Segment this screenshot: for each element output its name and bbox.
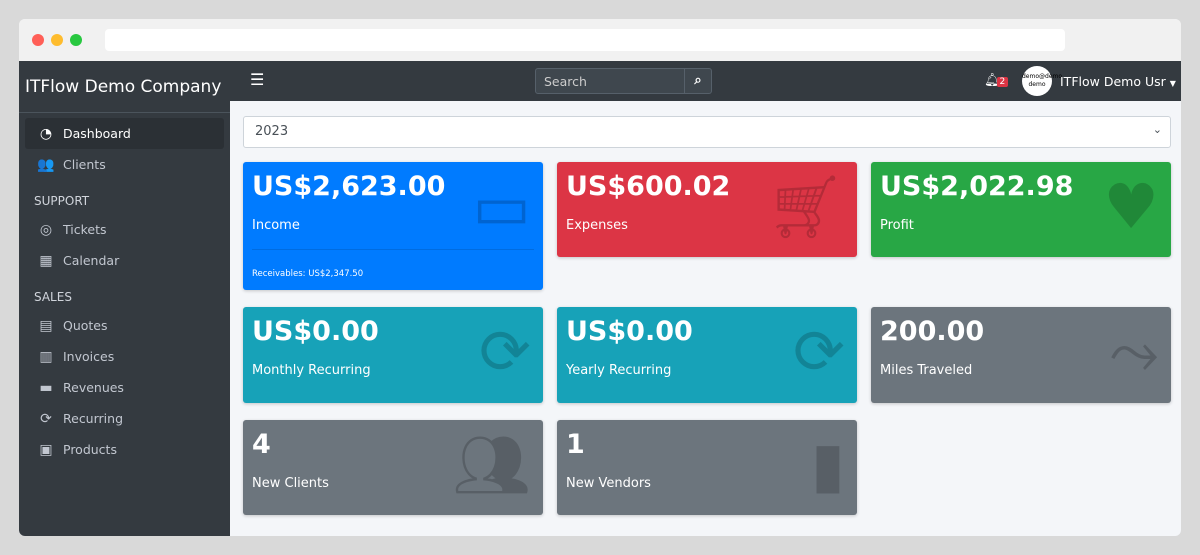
- sidebar: ITFlow Demo Company ◔ Dashboard 👥 Clients …: [19, 61, 230, 536]
- sidebar-item-dashboard[interactable]: ◔ Dashboard: [25, 118, 224, 149]
- card-label: Expenses: [566, 218, 628, 233]
- dashboard-content: 2023 ⌄ ▭ US$2,623.00 Income Receivables: U…: [230, 101, 1181, 536]
- hamburger-menu-icon[interactable]: ☰: [250, 70, 265, 89]
- invoice-icon: ▥: [39, 348, 53, 365]
- route-icon: ⤳: [1109, 315, 1159, 388]
- label: Revenues: [63, 380, 124, 395]
- credit-card-icon: ▭: [472, 170, 531, 243]
- label: Calendar: [63, 253, 120, 268]
- profit-card[interactable]: ♥ US$2,022.98 Profit: [871, 162, 1171, 257]
- browser-window: ITFlow Demo Company ◔ Dashboard 👥 Clients …: [19, 19, 1181, 536]
- new-clients-card[interactable]: 👥︎ 4 New Clients: [243, 420, 543, 515]
- card-label: Monthly Recurring: [252, 363, 371, 378]
- label: Products: [63, 442, 117, 457]
- credit-card-icon: ▬: [39, 379, 53, 396]
- support-header: SUPPORT: [34, 194, 90, 208]
- new-vendors-card[interactable]: ▮ 1 New Vendors: [557, 420, 857, 515]
- card-value: US$2,623.00: [252, 171, 446, 202]
- minimize-dot[interactable]: [51, 34, 63, 46]
- sidebar-item-invoices[interactable]: ▥ Invoices: [25, 341, 224, 372]
- label: Quotes: [63, 318, 108, 333]
- caret-down-icon: ▼: [1169, 79, 1176, 88]
- income-card[interactable]: ▭ US$2,623.00 Income Receivables: US$2,34…: [243, 162, 543, 290]
- sidebar-item-recurring[interactable]: ⟳ Recurring: [25, 403, 224, 434]
- sync-icon: ⟳: [793, 315, 845, 388]
- label: Recurring: [63, 411, 123, 426]
- label: Invoices: [63, 349, 115, 364]
- search-box[interactable]: Search ⌕: [535, 68, 712, 94]
- card-value: US$2,022.98: [880, 171, 1074, 202]
- notification-badge: 2: [996, 77, 1009, 87]
- calendar-icon: ▦: [39, 252, 53, 269]
- chevron-down-icon: ⌄: [1152, 123, 1162, 136]
- brand[interactable]: ITFlow Demo Company: [19, 61, 230, 113]
- user-menu[interactable]: ITFlow Demo Usr ▼: [1060, 74, 1176, 89]
- bell-icon[interactable]: 🔔︎2: [984, 73, 1009, 88]
- card-label: New Clients: [252, 476, 329, 491]
- card-value: 200.00: [880, 316, 985, 347]
- sidebar-item-clients[interactable]: 👥 Clients: [25, 149, 224, 180]
- card-value: US$0.00: [252, 316, 379, 347]
- card-label: Profit: [880, 218, 914, 233]
- close-dot[interactable]: [32, 34, 44, 46]
- expenses-card[interactable]: 🛒︎ US$600.02 Expenses: [557, 162, 857, 257]
- label: Tickets: [63, 222, 107, 237]
- sales-header: SALES: [34, 290, 72, 304]
- sidebar-item-tickets[interactable]: ◎ Tickets: [25, 214, 224, 245]
- card-value: 1: [566, 429, 585, 460]
- file-icon: ▤: [39, 317, 53, 334]
- browser-chrome: [19, 19, 1181, 61]
- card-value: 4: [252, 429, 271, 460]
- year-value: 2023: [255, 124, 289, 139]
- heart-icon: ♥: [1103, 170, 1159, 243]
- label: Dashboard: [63, 126, 131, 141]
- sidebar-item-quotes[interactable]: ▤ Quotes: [25, 310, 224, 341]
- users-icon: 👥︎: [452, 428, 531, 501]
- search-icon[interactable]: ⌕: [684, 69, 711, 93]
- card-label: Miles Traveled: [880, 363, 973, 378]
- yearly-recurring-card[interactable]: ⟳ US$0.00 Yearly Recurring: [557, 307, 857, 403]
- sidebar-item-calendar[interactable]: ▦ Calendar: [25, 245, 224, 276]
- card-value: US$0.00: [566, 316, 693, 347]
- life-ring-icon: ◎: [39, 221, 53, 238]
- sync-icon: ⟳: [479, 315, 531, 388]
- search-input[interactable]: Search: [544, 74, 587, 89]
- card-value: US$600.02: [566, 171, 731, 202]
- sidebar-item-products[interactable]: ▣ Products: [25, 434, 224, 465]
- top-navbar: ☰ Search ⌕ 🔔︎2 demo@demo demo ITFlow Dem…: [230, 61, 1181, 101]
- shopping-cart-icon: 🛒︎: [766, 170, 845, 243]
- miles-traveled-card[interactable]: ⤳ 200.00 Miles Traveled: [871, 307, 1171, 403]
- tachometer-icon: ◔: [39, 125, 53, 142]
- year-select[interactable]: 2023 ⌄: [243, 116, 1171, 148]
- monthly-recurring-card[interactable]: ⟳ US$0.00 Monthly Recurring: [243, 307, 543, 403]
- building-icon: ▮: [810, 428, 845, 501]
- address-bar[interactable]: [105, 29, 1065, 51]
- card-label: Income: [252, 218, 300, 233]
- sidebar-item-revenues[interactable]: ▬ Revenues: [25, 372, 224, 403]
- sync-icon: ⟳: [40, 410, 52, 427]
- users-icon: 👥: [37, 156, 55, 173]
- card-label: Yearly Recurring: [566, 363, 672, 378]
- label: Clients: [63, 157, 106, 172]
- box-icon: ▣: [39, 441, 53, 458]
- avatar[interactable]: demo@demo demo: [1022, 66, 1062, 96]
- divider: [252, 249, 534, 250]
- maximize-dot[interactable]: [70, 34, 82, 46]
- user-name: ITFlow Demo Usr: [1060, 74, 1166, 89]
- card-label: New Vendors: [566, 476, 651, 491]
- receivables-text: Receivables: US$2,347.50: [252, 269, 364, 279]
